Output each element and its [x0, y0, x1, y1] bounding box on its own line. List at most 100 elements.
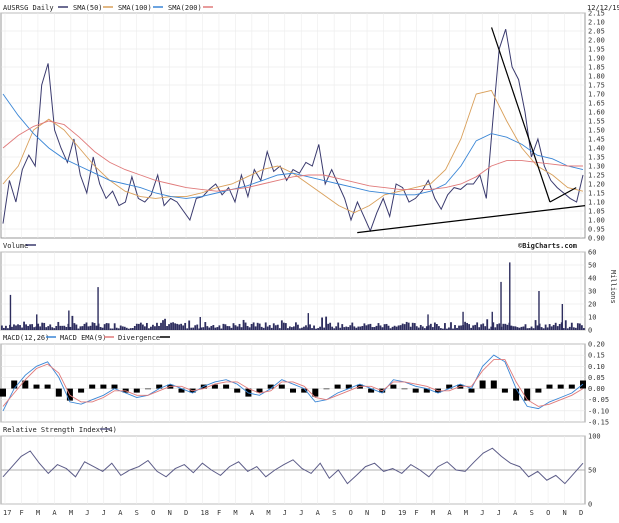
volume-bar — [244, 322, 247, 330]
volume-bar — [162, 320, 164, 330]
volume-bar — [236, 326, 239, 330]
volume-bar — [572, 327, 575, 330]
volume-bar — [516, 327, 519, 330]
trend-line — [490, 27, 551, 203]
x-tick-label: J — [497, 509, 501, 517]
volume-bar — [232, 323, 235, 330]
x-tick-label: D — [382, 509, 386, 517]
volume-unit-label: Millions — [609, 270, 617, 304]
divergence-bar — [401, 388, 408, 390]
volume-bar — [335, 326, 338, 330]
volume-bar — [460, 325, 462, 330]
volume-bar — [520, 326, 523, 330]
price-y-tick-label: 1.20 — [588, 181, 605, 189]
volume-bar — [319, 326, 321, 330]
volume-bar — [262, 327, 265, 330]
divergence-bar — [44, 384, 51, 389]
volume-bar — [444, 323, 446, 330]
volume-y-tick-label: 0 — [588, 327, 592, 335]
volume-spike — [491, 311, 493, 330]
volume-bar — [280, 320, 283, 330]
volume-bar — [534, 320, 537, 330]
volume-bar — [188, 320, 191, 330]
trend-line — [357, 205, 586, 234]
volume-bar — [413, 323, 416, 330]
volume-bar — [395, 326, 398, 330]
volume-bar — [19, 325, 21, 330]
volume-bar — [504, 323, 507, 330]
volume-bar — [498, 323, 501, 330]
volume-bar — [468, 324, 471, 330]
divergence-bar — [501, 388, 508, 393]
volume-bar — [373, 327, 376, 330]
volume-bar — [49, 324, 52, 330]
volume-bar — [81, 326, 84, 330]
x-tick-label: D — [184, 509, 188, 517]
volume-bar — [57, 321, 60, 330]
macd-y-tick-label: 0.00 — [588, 385, 605, 393]
volume-bar — [522, 326, 525, 330]
volume-spike — [509, 262, 511, 330]
volume-bar — [371, 327, 374, 330]
volume-bar — [29, 324, 31, 330]
price-y-tick-label: 2.00 — [588, 37, 605, 45]
volume-bar — [51, 327, 54, 330]
volume-bar — [222, 323, 225, 330]
volume-bar — [210, 325, 213, 330]
divergence-bar — [513, 388, 520, 401]
x-tick-label: 19 — [398, 509, 406, 517]
price-y-tick-label: 1.50 — [588, 127, 605, 135]
rsi-title: Relative Strength Index(14) — [3, 426, 117, 434]
x-tick-label: A — [316, 509, 321, 517]
bigcharts-brand: ©BigCharts.com — [518, 242, 577, 250]
volume-bar — [409, 326, 412, 330]
price-y-tick-label: 1.35 — [588, 154, 605, 162]
volume-bar — [562, 328, 565, 330]
divergence-bar — [22, 380, 29, 389]
volume-bar — [554, 322, 557, 330]
volume-bar — [357, 326, 360, 330]
volume-bar — [101, 327, 104, 330]
x-tick-label: N — [563, 509, 567, 517]
rsi-y-tick-label: 100 — [588, 433, 601, 441]
volume-bar — [107, 323, 110, 330]
x-tick-label: O — [349, 509, 353, 517]
volume-bar — [540, 327, 543, 330]
volume-bar — [238, 323, 241, 330]
volume-bar — [337, 322, 340, 330]
price-y-tick-label: 0.90 — [588, 235, 605, 243]
volume-spike — [462, 311, 464, 330]
volume-bar — [87, 326, 90, 330]
volume-bar — [496, 324, 499, 330]
macd-y-tick-label: 0.05 — [588, 374, 605, 382]
volume-bar — [43, 322, 46, 330]
volume-bar — [454, 325, 456, 330]
volume-bar — [266, 326, 269, 330]
volume-bar — [383, 324, 386, 330]
volume-bar — [55, 326, 58, 330]
rsi-y-tick-label: 0 — [588, 501, 592, 509]
x-tick-label: D — [579, 509, 583, 517]
x-tick-label: M — [464, 509, 468, 517]
volume-bar — [582, 328, 585, 330]
volume-bar — [186, 328, 189, 330]
price-y-tick-label: 1.05 — [588, 208, 605, 216]
volume-bar — [421, 326, 424, 330]
divergence-bar — [334, 384, 341, 389]
volume-bar — [333, 328, 336, 330]
macd-y-tick-label: -0.05 — [588, 396, 609, 404]
price-y-tick-label: 1.75 — [588, 82, 605, 90]
volume-bar — [393, 325, 396, 330]
price-y-tick-label: 2.15 — [588, 10, 605, 18]
volume-bar — [15, 325, 17, 330]
macd-y-tick-label: 0.20 — [588, 341, 605, 349]
x-tick-label: A — [250, 509, 255, 517]
volume-bar — [200, 327, 203, 330]
volume-bar — [224, 324, 227, 330]
volume-bar — [526, 328, 529, 330]
chart-date: 12/12/19 — [587, 4, 619, 12]
volume-bar — [274, 325, 277, 330]
x-tick-label: A — [513, 509, 518, 517]
volume-bar — [476, 322, 479, 330]
volume-bar — [115, 327, 118, 330]
